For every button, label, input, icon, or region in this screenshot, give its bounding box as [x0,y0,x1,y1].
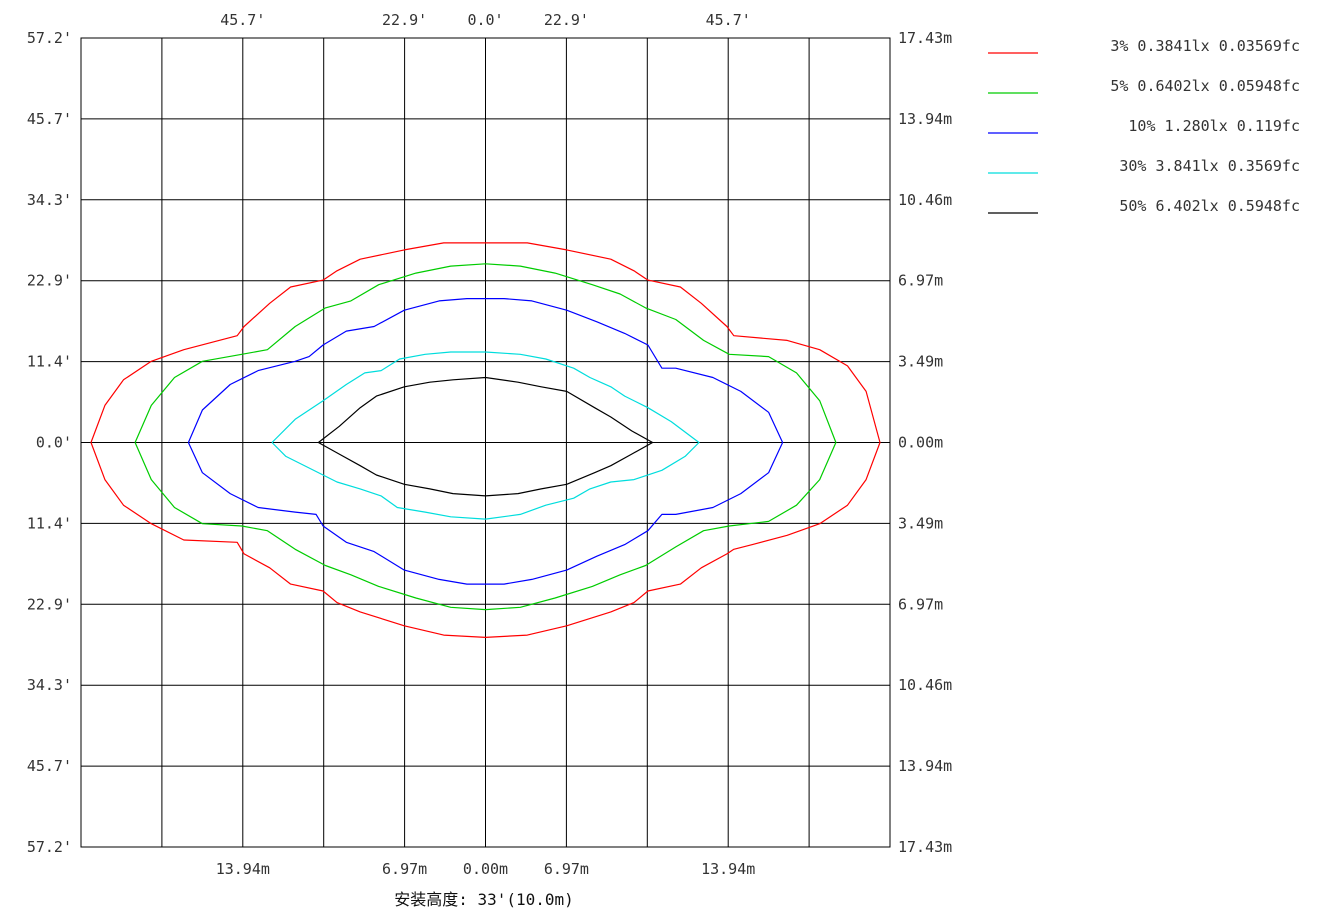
isolux-curve-3 [187,298,784,585]
mounting-height-caption: 安装高度: 33'(10.0m) [394,890,574,909]
bottom-tick-label: 0.00m [463,860,508,878]
legend-label-3: 10% 1.280lx 0.119fc [1128,117,1300,135]
isolux-curve-5 [318,376,654,497]
left-tick-label: 34.3' [27,191,72,209]
bottom-tick-label: 6.97m [544,860,589,878]
left-tick-label: 57.2' [27,29,72,47]
right-tick-label: 3.49m [898,514,943,532]
legend-label-4: 30% 3.841lx 0.3569fc [1119,157,1300,175]
grid [81,38,890,847]
right-tick-label: 17.43m [898,838,952,856]
right-tick-label: 13.94m [898,110,952,128]
left-tick-label: 11.4' [27,514,72,532]
legend-label-5: 50% 6.402lx 0.5948fc [1119,197,1300,215]
right-tick-label: 6.97m [898,595,943,613]
left-tick-label: 34.3' [27,676,72,694]
right-tick-label: 6.97m [898,272,943,290]
isolux-curve-2 [134,263,837,611]
top-tick-label: 45.7' [706,11,751,29]
right-tick-label: 17.43m [898,29,952,47]
left-tick-label: 0.0' [36,434,72,452]
top-tick-label: 0.0' [467,11,503,29]
left-tick-label: 22.9' [27,272,72,290]
top-tick-label: 45.7' [220,11,265,29]
top-tick-label: 22.9' [544,11,589,29]
isolux-curves [90,242,881,639]
right-tick-label: 3.49m [898,353,943,371]
left-tick-label: 22.9' [27,595,72,613]
top-tick-label: 22.9' [382,11,427,29]
left-tick-label: 57.2' [27,838,72,856]
bottom-tick-label: 13.94m [216,860,270,878]
left-tick-label: 45.7' [27,757,72,775]
bottom-tick-label: 13.94m [701,860,755,878]
right-tick-label: 13.94m [898,757,952,775]
legend-label-1: 3% 0.3841lx 0.03569fc [1110,37,1300,55]
left-tick-label: 45.7' [27,110,72,128]
legend: 3% 0.3841lx 0.03569fc 5% 0.6402lx 0.05948… [988,37,1300,215]
right-tick-label: 10.46m [898,191,952,209]
right-tick-label: 10.46m [898,676,952,694]
isolux-curve-4 [271,351,700,520]
legend-label-2: 5% 0.6402lx 0.05948fc [1110,77,1300,95]
bottom-tick-label: 6.97m [382,860,427,878]
plot-frame [80,37,891,848]
isolux-curve-1 [90,242,881,639]
left-tick-label: 11.4' [27,353,72,371]
tick-labels: 45.7' 22.9' 0.0' 22.9' 45.7' 13.94m 6.97m 0.00m… [27,11,952,878]
right-tick-label: 0.00m [898,434,943,452]
